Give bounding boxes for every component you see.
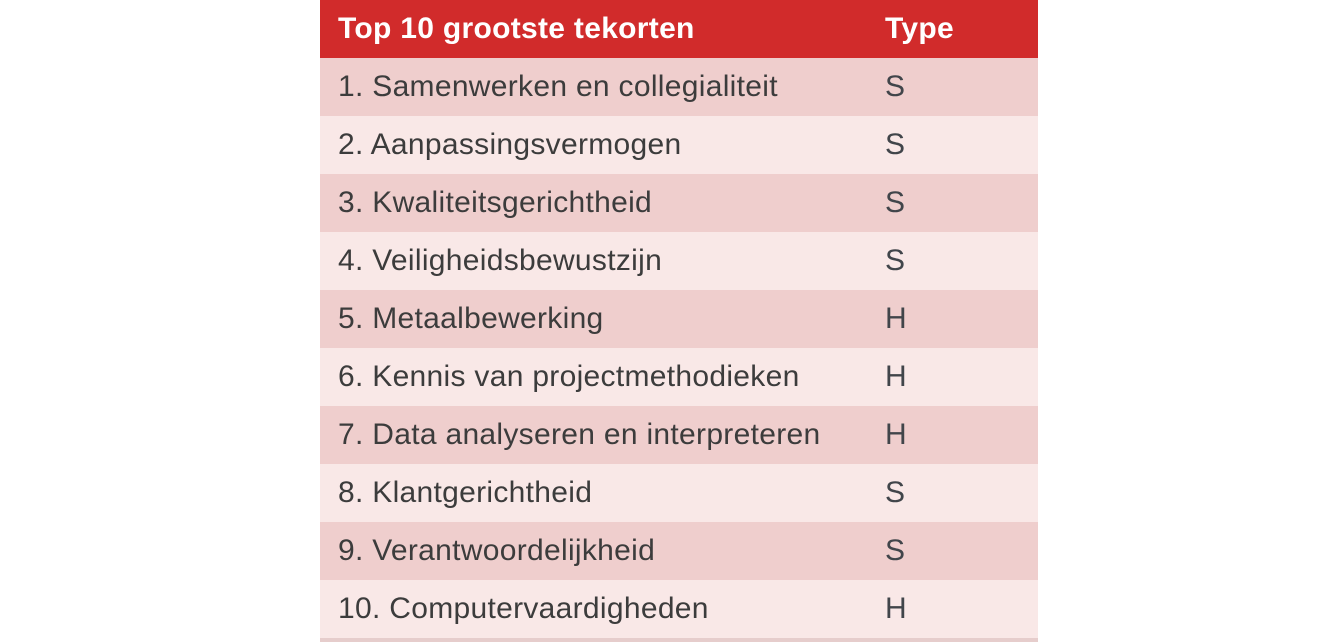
shortages-table: Top 10 grootste tekorten Type 1. Samenwe…	[320, 0, 1038, 642]
row-type: S	[885, 128, 906, 161]
row-type: S	[885, 534, 906, 567]
row-type: S	[885, 186, 906, 219]
row-label: 2. Aanpassingsvermogen	[338, 128, 682, 161]
row-label: 4. Veiligheidsbewustzijn	[338, 244, 663, 277]
row-type: S	[885, 476, 906, 509]
type-column-header: Type	[885, 12, 954, 45]
table-row: 4. Veiligheidsbewustzijn S	[320, 232, 1038, 290]
table-row: 10. Computervaardigheden H	[320, 580, 1038, 638]
table-row: 8. Klantgerichtheid S	[320, 464, 1038, 522]
table-row: 9. Verantwoordelijkheid S	[320, 522, 1038, 580]
row-label: 6. Kennis van projectmethodieken	[338, 360, 800, 393]
row-label: 3. Kwaliteitsgerichtheid	[338, 186, 653, 219]
table-row: 1. Samenwerken en collegialiteit S	[320, 58, 1038, 116]
row-type: H	[885, 302, 907, 335]
row-label: 8. Klantgerichtheid	[338, 476, 593, 509]
table-header-row: Top 10 grootste tekorten Type	[320, 0, 1038, 58]
row-type: H	[885, 418, 907, 451]
row-label: 5. Metaalbewerking	[338, 302, 604, 335]
row-label: 10. Computervaardigheden	[338, 592, 709, 625]
row-type: S	[885, 244, 906, 277]
row-type: S	[885, 70, 906, 103]
row-type: H	[885, 592, 907, 625]
row-label: 9. Verantwoordelijkheid	[338, 534, 656, 567]
table-bottom-edge	[320, 638, 1038, 642]
row-type: H	[885, 360, 907, 393]
table-row: 7. Data analyseren en interpreteren H	[320, 406, 1038, 464]
table-row: 6. Kennis van projectmethodieken H	[320, 348, 1038, 406]
table-title: Top 10 grootste tekorten	[338, 12, 695, 45]
row-label: 7. Data analyseren en interpreteren	[338, 418, 821, 451]
table-row: 2. Aanpassingsvermogen S	[320, 116, 1038, 174]
table-row: 3. Kwaliteitsgerichtheid S	[320, 174, 1038, 232]
table-row: 5. Metaalbewerking H	[320, 290, 1038, 348]
row-label: 1. Samenwerken en collegialiteit	[338, 70, 778, 103]
